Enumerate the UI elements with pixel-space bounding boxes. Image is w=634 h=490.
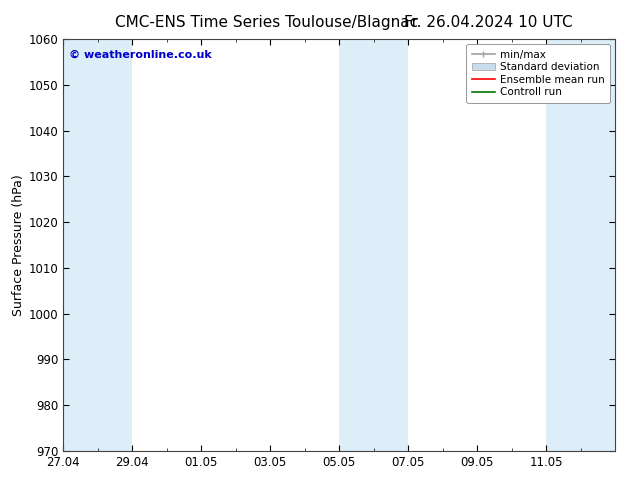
Bar	[339, 39, 408, 451]
Text: © weatheronline.co.uk: © weatheronline.co.uk	[69, 49, 212, 59]
Text: Fr. 26.04.2024 10 UTC: Fr. 26.04.2024 10 UTC	[404, 15, 573, 30]
Bar	[546, 39, 615, 451]
Legend: min/max, Standard deviation, Ensemble mean run, Controll run: min/max, Standard deviation, Ensemble me…	[467, 45, 610, 102]
Y-axis label: Surface Pressure (hPa): Surface Pressure (hPa)	[11, 174, 25, 316]
Bar	[63, 39, 133, 451]
Text: CMC-ENS Time Series Toulouse/Blagnac: CMC-ENS Time Series Toulouse/Blagnac	[115, 15, 418, 30]
